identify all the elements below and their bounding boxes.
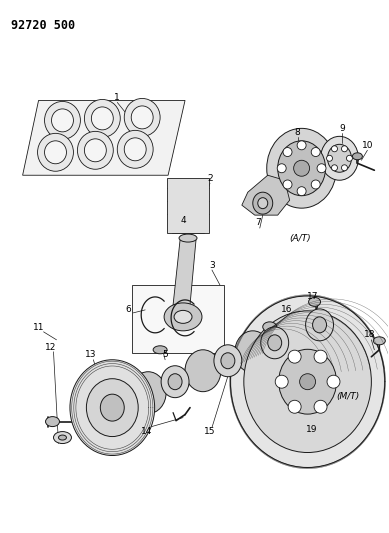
Circle shape [300,374,315,390]
Text: 19: 19 [306,425,317,434]
Text: 10: 10 [362,141,373,150]
Ellipse shape [54,432,72,443]
Ellipse shape [267,128,336,208]
Ellipse shape [161,366,189,398]
Ellipse shape [131,106,153,129]
Polygon shape [173,240,196,305]
Ellipse shape [101,389,129,421]
Ellipse shape [280,313,315,355]
Ellipse shape [164,303,202,331]
Ellipse shape [253,192,273,214]
Circle shape [297,187,306,196]
Ellipse shape [279,349,336,414]
Ellipse shape [235,331,271,373]
Circle shape [277,164,286,173]
Ellipse shape [44,101,81,139]
Circle shape [283,148,292,157]
Text: 18: 18 [364,330,375,340]
Text: 9: 9 [340,124,345,133]
Ellipse shape [91,107,113,130]
Text: 16: 16 [281,305,293,314]
Ellipse shape [58,435,67,440]
Ellipse shape [100,394,124,421]
Circle shape [294,160,310,176]
Ellipse shape [70,360,155,456]
Ellipse shape [84,100,120,138]
Circle shape [311,180,320,189]
Ellipse shape [174,310,192,324]
Ellipse shape [51,109,74,132]
Text: (M/T): (M/T) [336,392,359,401]
Ellipse shape [308,297,321,306]
Ellipse shape [278,141,326,196]
Text: 92720 500: 92720 500 [11,19,75,31]
Ellipse shape [230,296,385,467]
Circle shape [275,375,288,388]
Ellipse shape [306,309,333,341]
Ellipse shape [313,317,326,333]
Ellipse shape [168,374,182,390]
Ellipse shape [108,397,122,413]
Ellipse shape [130,372,166,414]
Ellipse shape [124,138,146,161]
Polygon shape [167,178,209,233]
Circle shape [297,141,306,150]
Ellipse shape [328,144,351,172]
Text: 7: 7 [255,217,261,227]
Circle shape [288,350,301,363]
Circle shape [317,164,326,173]
Ellipse shape [373,337,385,345]
Circle shape [288,400,301,413]
Text: 6: 6 [125,305,131,314]
Ellipse shape [153,346,167,354]
Ellipse shape [77,131,113,169]
Circle shape [331,146,338,152]
Circle shape [314,350,327,363]
Ellipse shape [124,99,160,136]
Ellipse shape [44,141,67,164]
Ellipse shape [258,198,268,208]
Text: 15: 15 [204,427,216,436]
Text: 12: 12 [45,343,56,352]
Circle shape [327,375,340,388]
Ellipse shape [261,327,289,359]
Polygon shape [132,285,224,353]
Ellipse shape [117,131,153,168]
Text: (A/T): (A/T) [289,234,310,243]
Circle shape [342,146,347,152]
Ellipse shape [185,350,221,392]
Ellipse shape [46,417,60,426]
Text: 5: 5 [162,350,168,359]
Circle shape [342,165,347,171]
Circle shape [314,400,327,413]
Circle shape [283,180,292,189]
Ellipse shape [86,379,138,437]
Ellipse shape [214,345,242,377]
Polygon shape [242,175,290,215]
Text: 17: 17 [307,293,318,302]
Circle shape [326,155,333,161]
Text: 11: 11 [33,324,44,333]
Ellipse shape [244,311,371,453]
Circle shape [331,165,338,171]
Text: 8: 8 [295,128,301,137]
Ellipse shape [263,322,277,332]
Ellipse shape [221,353,235,369]
Text: 3: 3 [209,261,215,270]
Ellipse shape [321,136,358,180]
Ellipse shape [38,133,74,171]
Text: 2: 2 [207,174,213,183]
Text: 14: 14 [140,427,152,436]
Circle shape [311,148,320,157]
Ellipse shape [84,139,106,162]
Ellipse shape [352,153,363,160]
Circle shape [347,155,352,161]
Text: 1: 1 [114,93,120,102]
Ellipse shape [268,335,282,351]
Text: 4: 4 [180,216,186,224]
Polygon shape [23,100,185,175]
Ellipse shape [179,234,197,242]
Text: 13: 13 [85,350,96,359]
